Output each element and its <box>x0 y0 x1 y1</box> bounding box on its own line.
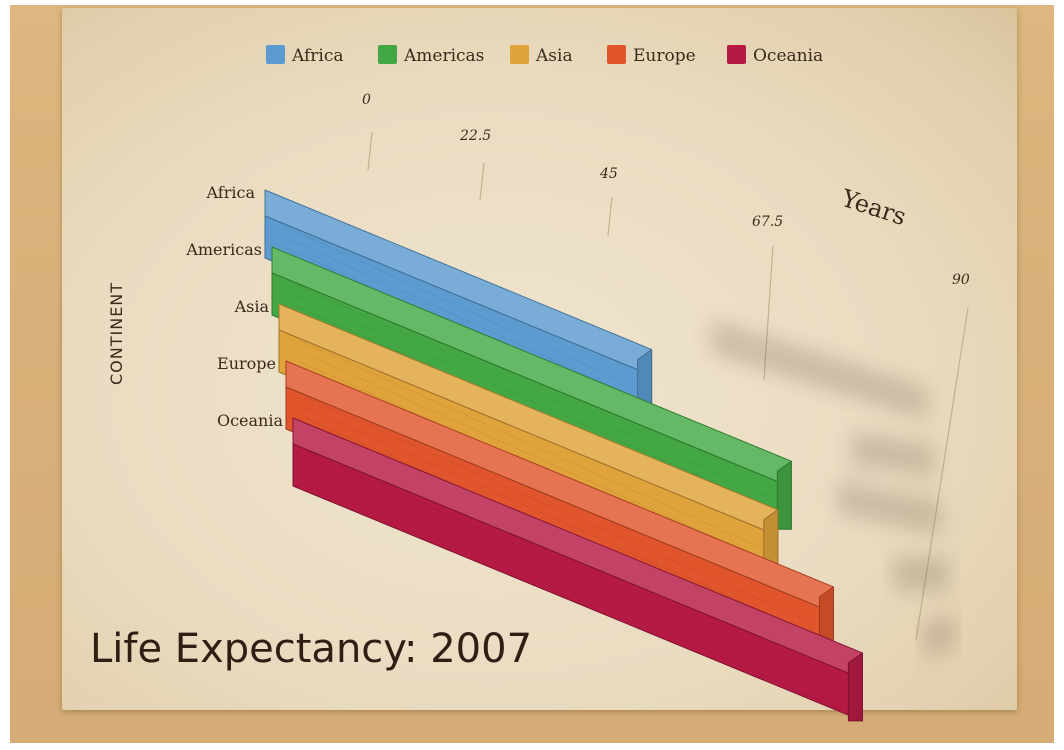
bar-shadows <box>711 319 956 657</box>
x-tick-label: 45 <box>599 166 618 182</box>
x-tick-label: 90 <box>952 272 970 288</box>
bars <box>264 189 863 722</box>
wood-grain <box>305 397 814 624</box>
wood-grain <box>312 475 843 711</box>
y-axis-label: CONTINENT <box>107 282 126 385</box>
wood-grain <box>298 350 759 558</box>
bar-end-cap <box>776 460 792 530</box>
category-label-europe: Europe <box>217 354 276 373</box>
bar-shadow <box>851 431 935 478</box>
chart-title: Life Expectancy: 2007 <box>90 626 532 672</box>
bar-end-cap <box>847 652 863 722</box>
x-tick-label: 22.5 <box>459 128 491 144</box>
wood-grain <box>312 454 843 690</box>
wood-grain <box>291 293 772 509</box>
legend: Africa Americas Asia Europe Oceania <box>266 45 823 66</box>
bar-shadow <box>893 556 949 592</box>
legend-swatch-oceania <box>727 45 746 64</box>
legend-label-americas: Americas <box>403 46 484 66</box>
category-labels: Africa Americas Asia Europe Oceania <box>185 183 283 430</box>
gridline <box>367 131 373 171</box>
bar-shadow <box>711 319 928 421</box>
wood-grain <box>305 407 814 635</box>
wood-grain <box>284 226 632 387</box>
x-tick-label: 0 <box>362 92 371 108</box>
wood-grain <box>284 236 632 397</box>
category-label-africa: Africa <box>206 183 256 202</box>
wood-grain <box>291 283 772 499</box>
legend-label-africa: Africa <box>291 46 344 66</box>
wood-grain <box>298 340 759 547</box>
gridline <box>607 196 613 237</box>
legend-label-asia: Asia <box>535 46 573 66</box>
x-axis-ticks: 0 22.5 45 67.5 90 <box>362 92 970 288</box>
legend-swatch-americas <box>378 45 397 64</box>
bar-shadow <box>837 479 942 535</box>
bar-shadow <box>922 614 956 657</box>
category-label-asia: Asia <box>234 297 270 316</box>
wood-grain <box>312 464 843 701</box>
x-tick-label: 67.5 <box>752 214 783 230</box>
legend-swatch-europe <box>607 45 626 64</box>
category-label-americas: Americas <box>185 240 262 259</box>
legend-label-oceania: Oceania <box>753 46 823 66</box>
x-axis-label: Years <box>837 184 909 231</box>
legend-swatch-africa <box>266 45 285 64</box>
legend-label-europe: Europe <box>633 46 696 66</box>
legend-swatch-asia <box>510 45 529 64</box>
category-label-oceania: Oceania <box>217 411 284 430</box>
gridline <box>479 162 485 201</box>
bar-oceania <box>292 417 863 722</box>
